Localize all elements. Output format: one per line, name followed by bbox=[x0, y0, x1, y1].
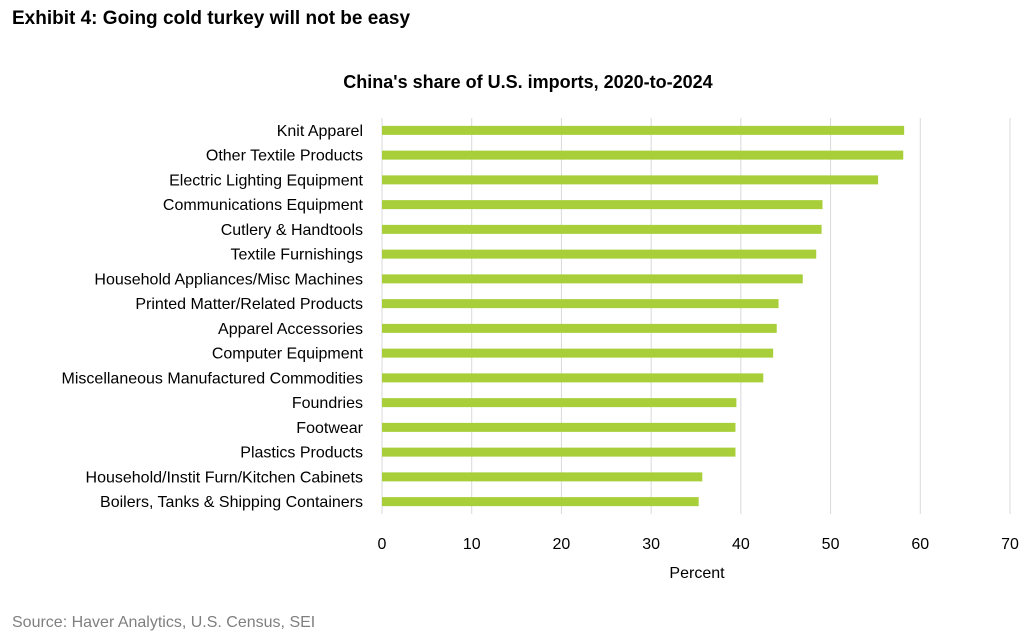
category-label: Textile Furnishings bbox=[231, 247, 364, 264]
x-tick-label: 50 bbox=[822, 536, 840, 553]
category-label: Electric Lighting Equipment bbox=[169, 172, 363, 189]
bar bbox=[382, 299, 779, 309]
category-label: Plastics Products bbox=[240, 445, 363, 462]
category-label: Apparel Accessories bbox=[218, 321, 363, 338]
bar bbox=[382, 274, 803, 284]
bar bbox=[382, 249, 817, 259]
category-label: Cutlery & Handtools bbox=[221, 222, 363, 239]
exhibit-title: Exhibit 4: Going cold turkey will not be… bbox=[12, 8, 411, 29]
bar bbox=[382, 125, 905, 135]
bar bbox=[382, 323, 777, 333]
bar bbox=[382, 373, 764, 383]
bar bbox=[382, 422, 736, 432]
category-label: Foundries bbox=[292, 395, 363, 412]
source-note: Source: Haver Analytics, U.S. Census, SE… bbox=[12, 614, 316, 631]
bar bbox=[382, 497, 699, 507]
bar bbox=[382, 200, 823, 210]
category-label: Knit Apparel bbox=[277, 123, 363, 140]
x-tick-labels: 0 10 20 30 40 50 60 70 bbox=[378, 536, 1019, 553]
bar bbox=[382, 150, 904, 160]
bars bbox=[382, 125, 905, 507]
bar bbox=[382, 224, 822, 234]
category-label: Computer Equipment bbox=[212, 346, 364, 363]
category-label: Footwear bbox=[296, 420, 363, 437]
category-label: Miscellaneous Manufactured Commodities bbox=[62, 370, 363, 387]
x-tick-label: 20 bbox=[553, 536, 571, 553]
x-tick-label: 40 bbox=[732, 536, 750, 553]
chart-title: China's share of U.S. imports, 2020-to-2… bbox=[343, 72, 712, 92]
bar bbox=[382, 447, 736, 457]
x-tick-label: 10 bbox=[463, 536, 481, 553]
category-label: Boilers, Tanks & Shipping Containers bbox=[100, 494, 363, 511]
x-tick-label: 70 bbox=[1001, 536, 1019, 553]
x-tick-label: 30 bbox=[642, 536, 660, 553]
category-labels: Knit Apparel Other Textile Products Electr… bbox=[62, 123, 364, 511]
bar bbox=[382, 398, 737, 408]
category-label: Household Appliances/Misc Machines bbox=[94, 271, 363, 288]
category-label: Household/Instit Furn/Kitchen Cabinets bbox=[86, 469, 363, 486]
category-label: Printed Matter/Related Products bbox=[135, 296, 363, 313]
bar bbox=[382, 175, 879, 185]
x-tick-label: 0 bbox=[378, 536, 387, 553]
x-tick-label: 60 bbox=[911, 536, 929, 553]
bar bbox=[382, 472, 703, 482]
x-axis-label: Percent bbox=[669, 565, 725, 582]
category-label: Communications Equipment bbox=[163, 197, 364, 214]
bar bbox=[382, 348, 774, 358]
category-label: Other Textile Products bbox=[206, 148, 363, 165]
